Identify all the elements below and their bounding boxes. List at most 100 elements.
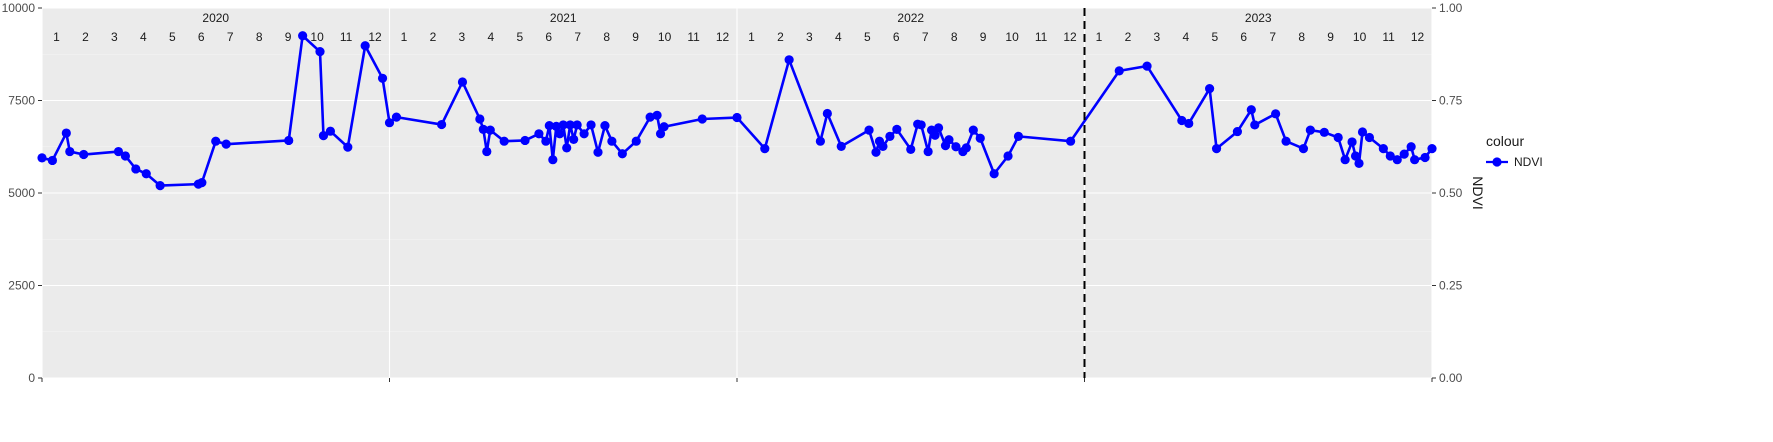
data-point-ndvi: [1003, 151, 1013, 161]
month-label: 4: [140, 30, 147, 44]
data-point-ndvi: [65, 146, 75, 157]
data-point-ndvi: [784, 55, 794, 65]
legend-title: colour: [1486, 133, 1524, 149]
month-label: 12: [1063, 30, 1077, 44]
data-point-ndvi: [923, 146, 933, 157]
data-point-ndvi: [1399, 149, 1409, 159]
data-point-ndvi: [989, 169, 999, 179]
month-label: 3: [806, 30, 813, 44]
data-point-ndvi: [600, 121, 610, 131]
data-point-ndvi: [878, 141, 888, 151]
data-point-ndvi: [485, 125, 495, 135]
month-label: 3: [1154, 30, 1161, 44]
data-point-ndvi: [1357, 127, 1368, 137]
month-label: 7: [1269, 30, 1276, 44]
legend-item: NDVI: [1486, 155, 1543, 169]
data-point-ndvi: [520, 135, 530, 146]
month-label: 11: [687, 30, 700, 44]
data-point-ndvi: [1177, 115, 1187, 126]
data-point-ndvi: [47, 155, 58, 166]
data-point-ndvi: [1066, 136, 1076, 146]
data-point-ndvi: [457, 77, 468, 87]
data-point-ndvi: [652, 110, 662, 120]
month-label: 9: [285, 30, 292, 44]
data-point-ndvi: [1420, 152, 1430, 163]
data-point-ndvi: [572, 120, 582, 130]
data-point-ndvi: [885, 131, 895, 141]
data-point-ndvi: [1364, 132, 1375, 143]
data-point-ndvi: [113, 146, 124, 157]
month-label: 4: [488, 30, 495, 44]
data-point-ndvi: [325, 126, 336, 136]
data-point-ndvi: [437, 119, 447, 130]
month-label: 11: [1035, 30, 1048, 44]
month-label: 6: [893, 30, 900, 44]
data-point-ndvi: [815, 136, 826, 146]
data-point-ndvi: [1298, 144, 1309, 154]
data-point-ndvi: [659, 122, 669, 132]
left-axis: 0 2500 5000 7500 10000: [2, 1, 42, 385]
data-point-ndvi: [1385, 151, 1395, 161]
data-point-ndvi: [1319, 127, 1329, 137]
data-point-ndvi: [617, 149, 627, 159]
data-point-ndvi: [155, 181, 165, 191]
month-label: 4: [1183, 30, 1190, 44]
month-label: 6: [198, 30, 205, 44]
month-label: 3: [459, 30, 466, 44]
data-point-ndvi: [1392, 155, 1402, 165]
month-label: 1: [1096, 30, 1103, 44]
month-label: 7: [574, 30, 581, 44]
right-axis-tick-label: 0.50: [1439, 186, 1463, 200]
data-point-ndvi: [1305, 125, 1315, 135]
month-label: 7: [922, 30, 929, 44]
data-point-ndvi: [1354, 158, 1364, 168]
month-label: 5: [864, 30, 871, 44]
data-point-ndvi: [1281, 136, 1291, 146]
data-point-ndvi: [482, 146, 492, 157]
data-point-ndvi: [1142, 61, 1152, 71]
data-point-ndvi: [544, 121, 554, 131]
data-point-ndvi: [562, 143, 572, 153]
data-point-ndvi: [1347, 137, 1357, 147]
month-label: 2: [430, 30, 437, 44]
data-point-ndvi: [315, 47, 325, 57]
month-label: 12: [1411, 30, 1425, 44]
data-point-ndvi: [1211, 144, 1222, 154]
data-point-ndvi: [1205, 84, 1215, 94]
data-point-ndvi: [475, 114, 485, 124]
month-label: 9: [980, 30, 987, 44]
data-point-ndvi: [61, 128, 71, 138]
month-label: 2: [1125, 30, 1132, 44]
legend: colour NDVI: [1486, 133, 1543, 169]
month-label: 1: [401, 30, 408, 44]
data-point-ndvi: [906, 144, 916, 154]
data-point-ndvi: [607, 136, 617, 146]
data-point-ndvi: [933, 123, 944, 133]
legend-label: NDVI: [1514, 155, 1543, 169]
bottom-axis: [41, 378, 1433, 382]
data-point-ndvi: [864, 125, 874, 135]
year-label: 2021: [550, 11, 577, 25]
data-point-ndvi: [131, 164, 141, 174]
data-point-ndvi: [579, 129, 589, 139]
data-point-ndvi: [586, 120, 596, 130]
month-label: 4: [835, 30, 842, 44]
data-point-ndvi: [1250, 120, 1260, 130]
data-point-ndvi: [975, 133, 985, 143]
data-point-ndvi: [211, 136, 221, 146]
series-ndvi: [37, 31, 1437, 191]
data-point-ndvi: [343, 142, 353, 152]
month-label: 9: [632, 30, 639, 44]
left-axis-tick-label: 5000: [8, 186, 35, 200]
data-point-ndvi: [391, 112, 402, 122]
series-group: [37, 31, 1437, 191]
month-label: 10: [310, 30, 324, 44]
left-axis-tick-label: 10000: [2, 1, 36, 15]
month-label: 6: [1240, 30, 1247, 44]
data-point-ndvi: [951, 142, 961, 152]
month-label: 11: [1382, 30, 1395, 44]
data-point-ndvi: [1406, 142, 1416, 152]
data-point-ndvi: [360, 41, 370, 51]
data-point-ndvi: [1378, 144, 1388, 154]
data-point-ndvi: [37, 153, 47, 163]
